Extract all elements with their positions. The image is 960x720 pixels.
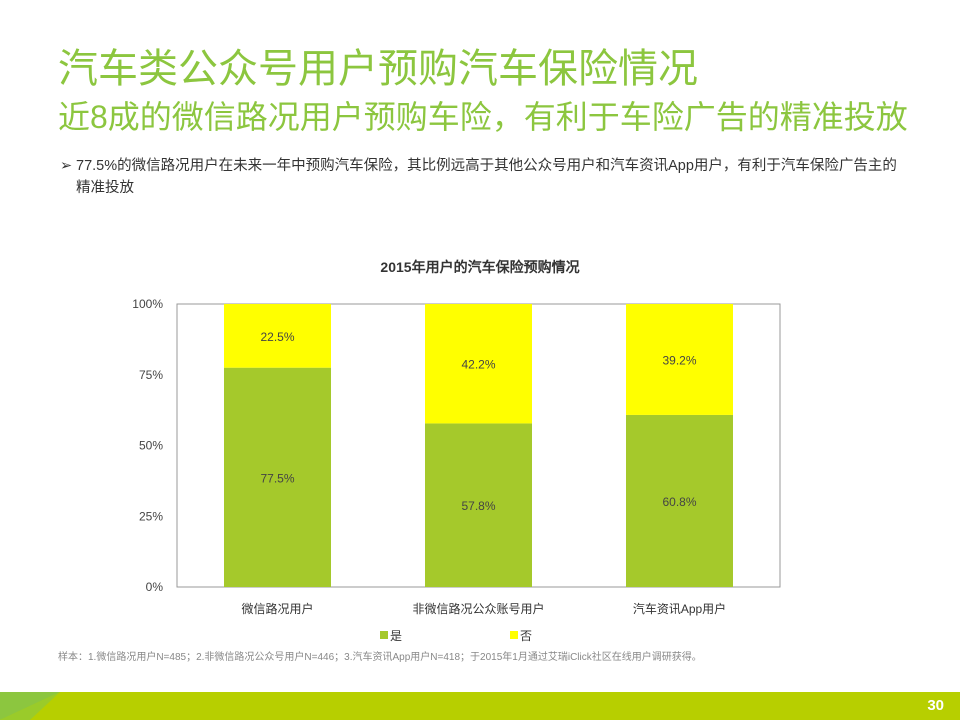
x-tick-label: 汽车资讯App用户 bbox=[633, 601, 726, 616]
bullet-text-block: ➢ 77.5%的微信路况用户在未来一年中预购汽车保险，其比例远高于其他公众号用户… bbox=[60, 155, 910, 199]
data-label: 42.2% bbox=[461, 358, 495, 372]
x-tick-label: 非微信路况公众账号用户 bbox=[412, 601, 544, 616]
footer-decoration-icon bbox=[0, 692, 60, 720]
data-label: 57.8% bbox=[461, 499, 495, 513]
y-tick-label: 50% bbox=[139, 439, 163, 453]
bar-no bbox=[425, 304, 532, 424]
bar-yes bbox=[425, 423, 532, 587]
bar-no bbox=[626, 304, 733, 415]
legend-label: 否 bbox=[520, 629, 532, 643]
bullet-text: 77.5%的微信路况用户在未来一年中预购汽车保险，其比例远高于其他公众号用户和汽… bbox=[76, 158, 897, 196]
y-tick-label: 25% bbox=[139, 509, 163, 523]
y-tick-label: 75% bbox=[139, 368, 163, 382]
data-label: 39.2% bbox=[662, 353, 696, 367]
bar-no bbox=[224, 304, 331, 368]
chart: 2015年用户的汽车保险预购情况 0% 25% 50% 75% 100% 77.5% 22.5… bbox=[132, 259, 781, 643]
bar-yes bbox=[626, 414, 733, 587]
page-title: 汽车类公众号用户预购汽车保险情况 bbox=[58, 47, 698, 91]
footnote: 样本：1.微信路况用户N=485；2.非微信路况公众号用户N=446；3.汽车资… bbox=[58, 652, 702, 663]
chart-title: 2015年用户的汽车保险预购情况 bbox=[380, 259, 579, 275]
x-tick-label: 微信路况用户 bbox=[241, 601, 313, 616]
legend-label: 是 bbox=[390, 629, 402, 643]
page-number: 30 bbox=[927, 697, 944, 714]
footer-band bbox=[0, 692, 960, 720]
y-tick-label: 0% bbox=[146, 580, 164, 594]
page-subtitle: 近8成的微信路况用户预购车险，有利于车险广告的精准投放 bbox=[58, 99, 908, 135]
arrow-bullet-icon: ➢ bbox=[60, 158, 73, 174]
data-label: 60.8% bbox=[662, 495, 696, 509]
data-label: 77.5% bbox=[260, 471, 294, 485]
y-tick-label: 100% bbox=[132, 297, 163, 311]
bar-yes bbox=[224, 367, 331, 587]
data-label: 22.5% bbox=[260, 330, 294, 344]
legend-swatch-no bbox=[510, 631, 518, 639]
legend-swatch-yes bbox=[380, 631, 388, 639]
